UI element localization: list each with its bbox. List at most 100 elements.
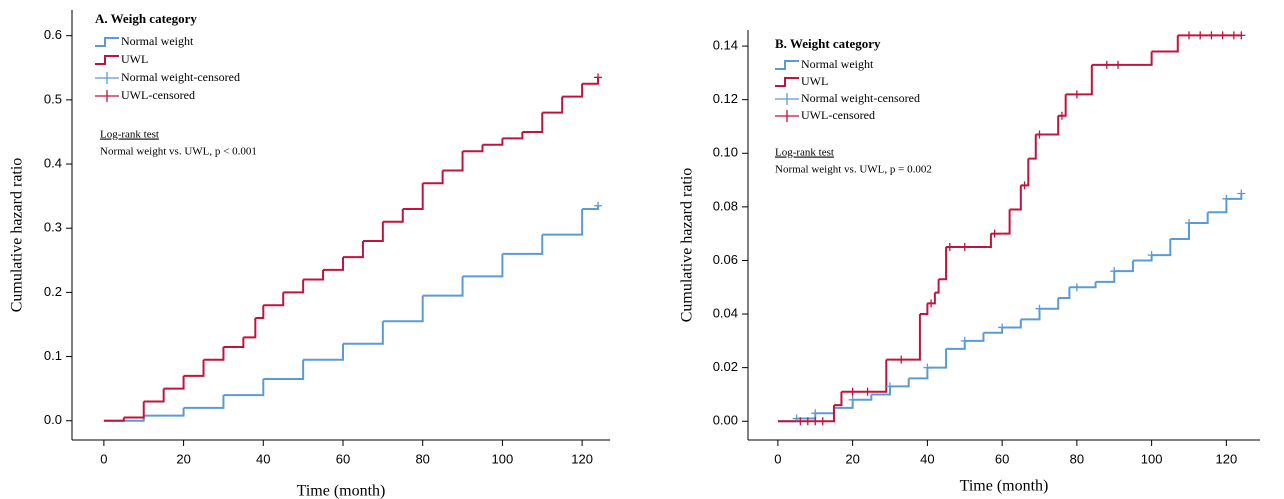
legend-label: UWL-censored bbox=[801, 108, 875, 122]
step-segment bbox=[927, 348, 948, 369]
step-segment bbox=[183, 395, 225, 409]
legend-label: Normal weight bbox=[121, 34, 194, 48]
step-segment bbox=[442, 151, 464, 172]
censor-mark bbox=[848, 387, 857, 396]
legend-swatch bbox=[775, 77, 799, 87]
step-segment bbox=[946, 340, 966, 350]
step-segment bbox=[263, 292, 285, 307]
step-segment bbox=[1174, 35, 1179, 53]
y-tick-label: 0.4 bbox=[44, 155, 62, 170]
censor-mark bbox=[1072, 283, 1081, 292]
step-segment bbox=[243, 318, 257, 339]
y-tick-label: 0.0 bbox=[44, 412, 62, 427]
x-tick-label: 120 bbox=[571, 451, 593, 466]
step-segment bbox=[1039, 297, 1060, 310]
censor-mark bbox=[818, 417, 827, 426]
step-segment bbox=[123, 401, 145, 419]
step-segment bbox=[542, 96, 564, 114]
step-segment bbox=[833, 399, 854, 409]
x-tick-label: 80 bbox=[1070, 451, 1084, 466]
step-segment bbox=[382, 208, 404, 223]
legend-label: Normal weight bbox=[801, 57, 874, 71]
annotation: Normal weight vs. UWL, p = 0.002 bbox=[775, 164, 932, 176]
step-segment bbox=[882, 359, 888, 393]
step-segment bbox=[402, 183, 424, 210]
censor-mark bbox=[1147, 251, 1156, 260]
legend-swatch bbox=[775, 60, 799, 70]
legend-label: UWL bbox=[801, 74, 828, 88]
y-tick-label: 0.1 bbox=[44, 348, 62, 363]
censor-mark bbox=[1184, 218, 1193, 227]
censor-mark bbox=[960, 336, 969, 345]
step-segment bbox=[1114, 260, 1134, 273]
step-segment bbox=[422, 170, 444, 185]
x-tick-label: 20 bbox=[845, 451, 859, 466]
step-segment bbox=[1020, 308, 1041, 321]
panel-title: A. Weigh category bbox=[95, 11, 197, 26]
step-segment bbox=[1151, 239, 1172, 257]
step-segment bbox=[263, 359, 305, 381]
censor-mark bbox=[1072, 90, 1081, 99]
step-segment bbox=[422, 276, 464, 297]
x-axis-label: Time (month) bbox=[960, 478, 1049, 495]
x-tick-label: 100 bbox=[492, 451, 514, 466]
x-tick-label: 40 bbox=[256, 451, 270, 466]
legend-label: UWL bbox=[121, 52, 148, 66]
step-segment bbox=[916, 314, 921, 361]
censor-mark bbox=[848, 395, 857, 404]
panel-title: B. Weight category bbox=[775, 36, 881, 51]
step-segment bbox=[303, 343, 344, 361]
step-segment bbox=[987, 233, 992, 249]
legend-label: Normal weight-censored bbox=[801, 91, 920, 105]
step-segment bbox=[382, 295, 424, 323]
censor-mark bbox=[1113, 60, 1122, 69]
step-segment bbox=[115, 417, 125, 422]
legend-swatch bbox=[95, 55, 119, 65]
y-tick-label: 0.14 bbox=[713, 38, 738, 53]
step-segment bbox=[890, 378, 910, 388]
step-segment bbox=[1095, 271, 1116, 283]
step-segment bbox=[1170, 222, 1190, 241]
annotation: Normal weight vs. UWL, p < 0.001 bbox=[100, 146, 257, 158]
censor-mark bbox=[594, 73, 603, 82]
step-segment bbox=[462, 253, 504, 278]
x-tick-label: 80 bbox=[415, 451, 429, 466]
censor-mark bbox=[1035, 130, 1044, 139]
step-segment bbox=[1028, 134, 1037, 160]
step-segment bbox=[1188, 212, 1209, 224]
step-segment bbox=[919, 303, 929, 316]
censor-mark bbox=[594, 201, 603, 210]
censor-mark bbox=[1184, 31, 1193, 40]
step-segment bbox=[934, 279, 940, 294]
step-segment bbox=[1147, 51, 1153, 66]
annotation: Log-rank test bbox=[775, 147, 834, 159]
censor-mark bbox=[1237, 189, 1246, 198]
step-segment bbox=[938, 247, 948, 281]
step-segment bbox=[342, 321, 384, 345]
y-tick-label: 0.5 bbox=[44, 91, 62, 106]
step-segment bbox=[1058, 287, 1071, 299]
censor-mark bbox=[923, 363, 932, 372]
censor-mark bbox=[990, 229, 999, 238]
censor-mark bbox=[1035, 304, 1044, 313]
step-segment bbox=[163, 375, 185, 390]
step-segment bbox=[815, 407, 835, 415]
step-segment bbox=[542, 208, 584, 236]
legend-label: UWL-censored bbox=[121, 88, 195, 102]
step-segment bbox=[1132, 255, 1153, 262]
censor-mark bbox=[1196, 31, 1205, 40]
x-axis-label: Time (month) bbox=[297, 483, 386, 499]
step-segment bbox=[482, 138, 504, 146]
censor-mark bbox=[897, 355, 906, 364]
step-segment bbox=[983, 327, 1004, 334]
y-tick-label: 0.6 bbox=[44, 27, 62, 42]
censor-mark bbox=[1222, 194, 1231, 203]
x-tick-label: 20 bbox=[176, 451, 190, 466]
censor-mark bbox=[1020, 181, 1029, 190]
x-tick-label: 40 bbox=[920, 451, 934, 466]
step-segment bbox=[502, 131, 524, 140]
step-segment bbox=[223, 379, 265, 397]
censor-mark bbox=[863, 387, 872, 396]
step-segment bbox=[462, 144, 484, 153]
